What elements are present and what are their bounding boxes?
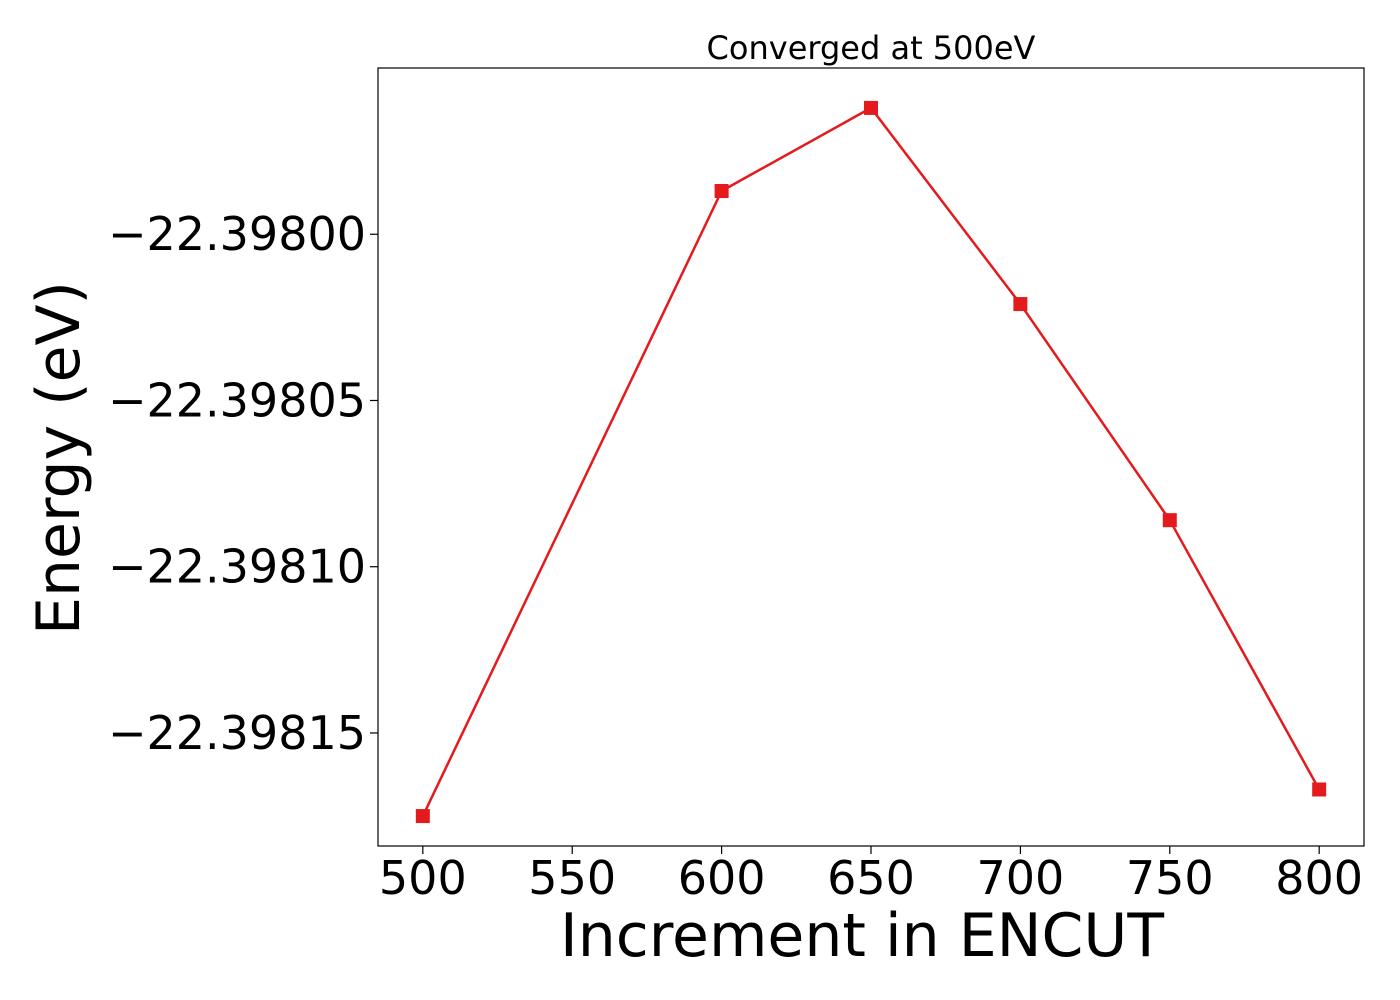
x-tick-label: 750 (1126, 851, 1214, 905)
x-tick-label: 550 (528, 851, 616, 905)
y-axis-ticks: −22.39800 −22.39805 −22.39810 −22.39815 (108, 207, 378, 760)
data-point-marker (415, 809, 430, 824)
data-point-marker (714, 184, 729, 199)
y-tick-label: −22.39810 (108, 540, 366, 594)
x-tick-label: 650 (827, 851, 915, 905)
plot-area-frame (377, 67, 1365, 847)
x-tick-label: 700 (976, 851, 1064, 905)
chart-title: Converged at 500eV (707, 29, 1036, 67)
data-point-marker (864, 100, 878, 115)
y-tick-label: −22.39800 (108, 207, 366, 261)
series-line (421, 106, 1321, 817)
x-tick-label: 600 (678, 851, 766, 905)
x-tick-label: 800 (1275, 851, 1363, 905)
series-layer (415, 100, 1327, 824)
data-point-marker (1312, 782, 1327, 797)
y-tick-label: −22.39805 (108, 373, 366, 427)
x-axis-title: Increment in ENCUT (560, 901, 1164, 971)
y-tick-label: −22.39815 (108, 706, 366, 760)
data-point-marker (1162, 513, 1177, 528)
y-axis-title: Energy (eV) (24, 281, 94, 635)
data-point-marker (1013, 297, 1028, 312)
x-axis-ticks: 500 550 600 650 700 750 800 (379, 846, 1363, 905)
x-tick-label: 500 (379, 851, 467, 905)
